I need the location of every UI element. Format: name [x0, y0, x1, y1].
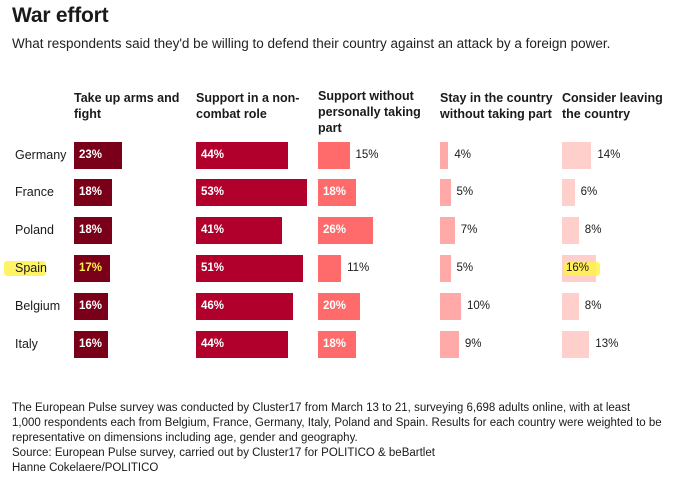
bar — [74, 255, 110, 282]
data-label: 17% — [79, 262, 103, 274]
data-label: 18% — [323, 338, 347, 350]
data-label: 5% — [456, 262, 474, 274]
data-label: 16% — [566, 262, 590, 274]
country-label: Germany — [15, 148, 67, 162]
column-header: Support in a non-combat role — [196, 91, 300, 121]
bar — [562, 331, 590, 358]
bar — [318, 179, 356, 206]
data-label: 41% — [201, 224, 225, 236]
data-label: 9% — [464, 338, 482, 350]
bar — [440, 179, 451, 206]
bar — [74, 331, 108, 358]
column-header: Consider leaving the country — [562, 91, 663, 121]
data-label: 20% — [323, 300, 347, 312]
bar — [196, 293, 293, 320]
data-label: 51% — [201, 262, 225, 274]
data-label: 44% — [201, 338, 225, 350]
data-label: 7% — [460, 224, 478, 236]
bar — [318, 142, 350, 169]
bar — [440, 293, 461, 320]
chart-subtitle: What respondents said they'd be willing … — [12, 36, 611, 51]
bar — [196, 217, 283, 244]
bar — [562, 179, 575, 206]
country-label: Italy — [15, 337, 38, 351]
bar — [196, 179, 308, 206]
data-label: 16% — [79, 338, 103, 350]
data-label: 8% — [584, 300, 602, 312]
data-label: 44% — [201, 149, 225, 161]
country-label: France — [15, 185, 54, 199]
data-label: 46% — [201, 300, 225, 312]
bar — [74, 217, 112, 244]
data-label: 26% — [323, 224, 347, 236]
bar — [318, 217, 373, 244]
bar — [562, 217, 579, 244]
data-label: 53% — [201, 186, 225, 198]
data-label: 18% — [323, 186, 347, 198]
bar — [440, 217, 455, 244]
column-header: Stay in the country without taking part — [440, 91, 553, 121]
bar — [318, 293, 360, 320]
bar — [440, 255, 451, 282]
bar — [318, 255, 342, 282]
data-label: 8% — [584, 224, 602, 236]
country-label: Spain — [15, 261, 47, 275]
data-label: 18% — [79, 186, 103, 198]
bar — [74, 142, 123, 169]
footnote: The European Pulse survey was conducted … — [12, 401, 662, 476]
data-label: 10% — [467, 300, 491, 312]
chart-title: War effort — [12, 4, 109, 27]
source-note: Source: European Pulse survey, carried o… — [12, 447, 435, 459]
data-label: 4% — [454, 149, 472, 161]
column-header: Take up arms and fight — [74, 91, 180, 121]
bar — [74, 293, 108, 320]
bar — [74, 179, 112, 206]
data-label: 14% — [597, 149, 621, 161]
bar — [562, 142, 592, 169]
data-label: 18% — [79, 224, 103, 236]
bar — [196, 142, 289, 169]
bar — [196, 331, 289, 358]
highlight-marker — [4, 261, 46, 276]
data-label: 13% — [595, 338, 619, 350]
data-label: 23% — [79, 149, 103, 161]
bar — [562, 293, 579, 320]
data-label: 15% — [355, 149, 379, 161]
data-label: 5% — [456, 186, 474, 198]
data-label: 6% — [580, 186, 598, 198]
methodology-note: The European Pulse survey was conducted … — [12, 402, 662, 444]
bar — [440, 331, 459, 358]
bar — [318, 331, 356, 358]
data-label: 11% — [347, 262, 370, 274]
bar — [440, 142, 449, 169]
data-label: 16% — [79, 300, 103, 312]
column-header: Support without personally taking part — [318, 89, 421, 135]
country-label: Poland — [15, 223, 54, 237]
bar — [196, 255, 304, 282]
country-label: Belgium — [15, 299, 61, 313]
credit-note: Hanne Cokelaere/POLITICO — [12, 462, 159, 474]
highlight-marker — [564, 262, 600, 276]
